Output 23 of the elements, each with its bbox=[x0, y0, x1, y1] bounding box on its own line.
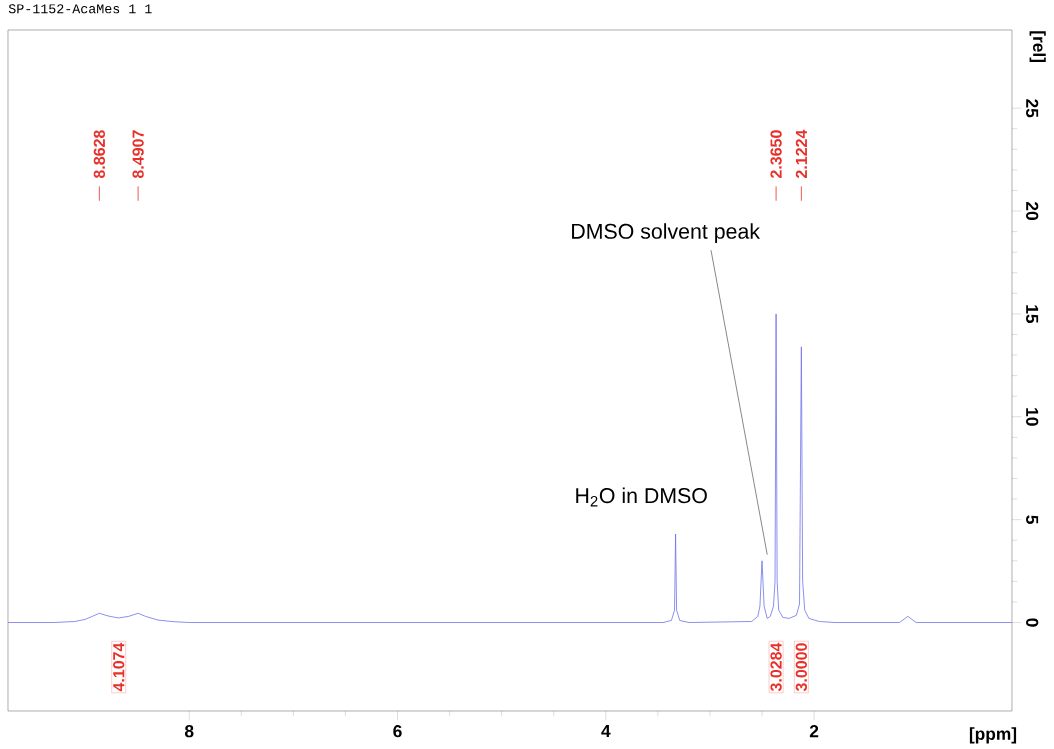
annotation: 8.8628 bbox=[93, 130, 106, 179]
x-tick-label: 6 bbox=[393, 725, 402, 738]
annotation: 3.0000 bbox=[795, 643, 808, 692]
x-tick-label: 2 bbox=[809, 725, 819, 738]
annotation: 8.4907 bbox=[132, 130, 144, 179]
annotation: 3.0284 bbox=[770, 642, 782, 692]
annotation: 4.1074 bbox=[113, 642, 125, 692]
y-axis-title: [rel] bbox=[1029, 31, 1046, 63]
annotation: H$_{2}$O in DMSO bbox=[576, 487, 707, 507]
y-tick-label: 25 bbox=[1026, 99, 1039, 118]
y-tick-label: 20 bbox=[1026, 202, 1039, 220]
x-axis-title: [ppm] bbox=[969, 727, 1017, 744]
y-tick-label: 10 bbox=[1026, 408, 1039, 426]
y-tick-label: 5 bbox=[1026, 515, 1039, 524]
y-tick-label: 15 bbox=[1026, 305, 1039, 324]
y-tick-label: 0 bbox=[1026, 618, 1039, 627]
annotation: 2.1224 bbox=[795, 129, 807, 179]
chart-title: SP-1152-AcaMes 1 1 bbox=[8, 4, 152, 14]
x-tick-label: 4 bbox=[601, 725, 611, 737]
annotation: DMSO solvent peak bbox=[572, 223, 760, 244]
x-tick-label: 8 bbox=[184, 725, 194, 738]
annotation: 2.3650 bbox=[770, 130, 782, 179]
line-series bbox=[8, 313, 1012, 623]
